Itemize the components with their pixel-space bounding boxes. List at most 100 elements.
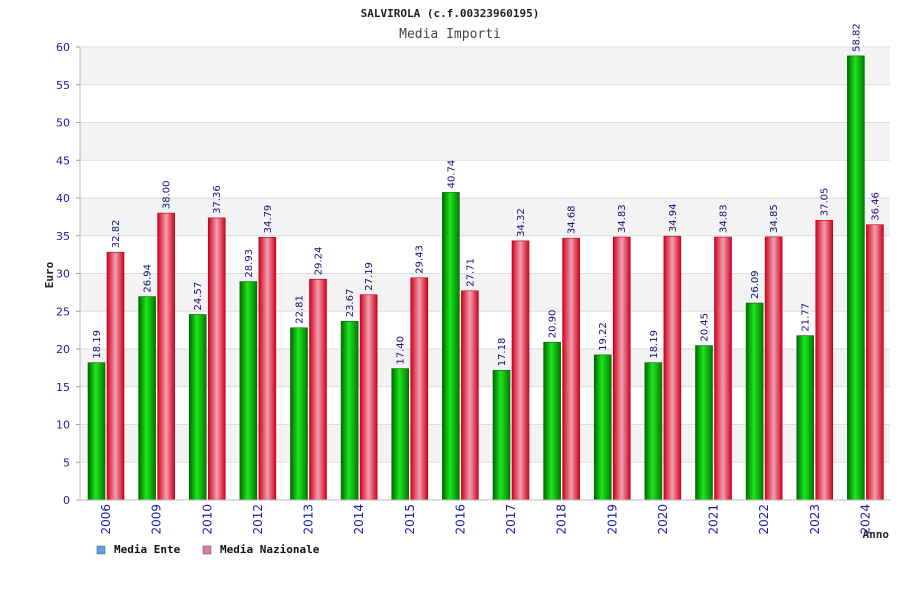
- x-tick-label: 2020: [656, 504, 670, 535]
- chart-title: SALVIROLA (c.f.00323960195): [361, 7, 540, 20]
- data-label-media-ente: 23.67: [345, 289, 356, 318]
- x-tick-label: 2023: [808, 504, 822, 535]
- x-tick-label: 2015: [403, 504, 417, 535]
- bar-media-nazionale: [157, 212, 175, 501]
- y-tick-label: 60: [56, 41, 70, 54]
- x-tick-label: 2010: [200, 504, 214, 535]
- data-label-media-nazionale: 34.68: [567, 206, 578, 235]
- bar-media-nazionale: [511, 240, 530, 501]
- x-tick-label: 2021: [707, 504, 721, 535]
- data-label-media-ente: 26.94: [143, 264, 154, 293]
- y-tick-label: 0: [63, 494, 70, 507]
- bar-media-ente: [138, 296, 156, 501]
- x-tick-label: 2013: [302, 504, 316, 535]
- legend-swatch-media-ente: [96, 545, 106, 555]
- data-label-media-ente: 18.19: [649, 330, 660, 359]
- chart-subtitle: Media Importi: [399, 27, 501, 42]
- y-tick-label: 30: [56, 268, 70, 281]
- bar-media-ente: [695, 345, 713, 501]
- x-tick-label: 2024: [858, 504, 872, 535]
- y-tick-label: 15: [56, 381, 70, 394]
- y-tick-label: 35: [56, 230, 70, 243]
- x-tick-label: 2017: [504, 504, 518, 535]
- bar-media-nazionale: [764, 236, 783, 501]
- bar-media-ente: [745, 302, 764, 501]
- y-tick-label: 45: [56, 154, 70, 167]
- bar-media-nazionale: [562, 237, 580, 501]
- bar-media-nazionale: [410, 277, 429, 501]
- data-label-media-nazionale: 27.71: [465, 258, 476, 287]
- y-tick-label: 20: [56, 343, 70, 356]
- bar-media-ente: [188, 314, 207, 501]
- bar-media-nazionale: [612, 236, 631, 501]
- bar-media-nazionale: [258, 237, 277, 501]
- data-label-media-nazionale: 34.32: [516, 208, 527, 237]
- data-label-media-nazionale: 34.83: [719, 204, 730, 233]
- data-label-media-nazionale: 32.82: [111, 220, 122, 249]
- legend-label-media-nazionale: Media Nazionale: [220, 543, 320, 556]
- x-tick-label: 2006: [99, 504, 113, 535]
- data-label-media-ente: 20.45: [700, 313, 711, 342]
- data-label-media-nazionale: 34.85: [769, 204, 780, 233]
- x-tick-label: 2022: [757, 504, 771, 535]
- data-label-media-ente: 22.81: [295, 295, 306, 324]
- y-axis-ticks: 0 5 10 15 20 25 30 35 40 45 50 55 60: [56, 41, 80, 507]
- bar-media-nazionale: [106, 251, 125, 501]
- y-tick-label: 10: [56, 419, 70, 432]
- plot-band: [80, 122, 890, 161]
- bar-media-ente: [796, 335, 815, 501]
- bar-media-nazionale: [866, 224, 884, 501]
- data-label-media-nazionale: 34.94: [668, 204, 679, 233]
- bar-media-ente: [290, 327, 308, 501]
- x-axis-ticks: 2006 2009 2010 2012 2013 2014 2015 2016 2017 2018…: [99, 504, 872, 535]
- bar-media-nazionale: [461, 290, 479, 501]
- bar-media-nazionale: [815, 219, 834, 501]
- x-tick-label: 2009: [150, 504, 164, 535]
- y-axis-label: Euro: [43, 261, 56, 288]
- bar-media-ente: [87, 362, 106, 501]
- data-label-media-ente: 24.57: [193, 282, 204, 311]
- bar-media-ente: [492, 369, 511, 501]
- data-label-media-ente: 19.22: [598, 322, 609, 351]
- data-label-media-ente: 18.19: [92, 330, 103, 359]
- x-tick-label: 2018: [555, 504, 569, 535]
- y-tick-label: 50: [56, 117, 70, 130]
- plot-band: [80, 160, 890, 198]
- y-tick-label: 55: [56, 79, 70, 92]
- bar-media-nazionale: [714, 236, 732, 501]
- bar-media-nazionale: [663, 235, 682, 501]
- bar-media-ente: [847, 55, 865, 501]
- bar-media-nazionale: [359, 294, 378, 501]
- y-tick-label: 5: [63, 456, 70, 469]
- plot-band: [80, 47, 890, 85]
- data-label-media-ente: 21.77: [801, 303, 812, 332]
- data-label-media-ente: 40.74: [446, 160, 457, 189]
- data-label-media-nazionale: 34.79: [263, 205, 274, 234]
- data-label-media-nazionale: 36.46: [870, 192, 881, 221]
- y-tick-label: 40: [56, 192, 70, 205]
- data-label-media-ente: 26.09: [750, 270, 761, 299]
- data-label-media-ente: 58.82: [851, 23, 862, 52]
- legend-label-media-ente: Media Ente: [114, 543, 181, 556]
- x-tick-label: 2014: [352, 504, 366, 535]
- bar-media-nazionale: [207, 217, 226, 501]
- bar-media-ente: [644, 362, 663, 501]
- data-label-media-nazionale: 34.83: [617, 204, 628, 233]
- bar-media-ente: [340, 320, 359, 501]
- plot-band: [80, 84, 890, 123]
- bar-media-ente: [442, 192, 460, 501]
- x-tick-label: 2016: [453, 504, 467, 535]
- bar-media-ente: [239, 281, 258, 501]
- data-label-media-ente: 28.93: [244, 249, 255, 278]
- data-label-media-nazionale: 29.43: [415, 245, 426, 274]
- x-tick-label: 2019: [605, 504, 619, 535]
- bar-media-ente: [391, 368, 410, 501]
- bars: 18.19 32.82 26.94 38.00 24.57 37.36 28.93 34.79…: [87, 23, 884, 501]
- data-label-media-ente: 17.40: [396, 336, 407, 365]
- y-tick-label: 25: [56, 305, 70, 318]
- legend-swatch-media-nazionale: [202, 545, 212, 555]
- bar-media-ente: [543, 341, 561, 501]
- x-axis-label: Anno: [863, 528, 890, 541]
- bar-media-ente: [593, 354, 612, 501]
